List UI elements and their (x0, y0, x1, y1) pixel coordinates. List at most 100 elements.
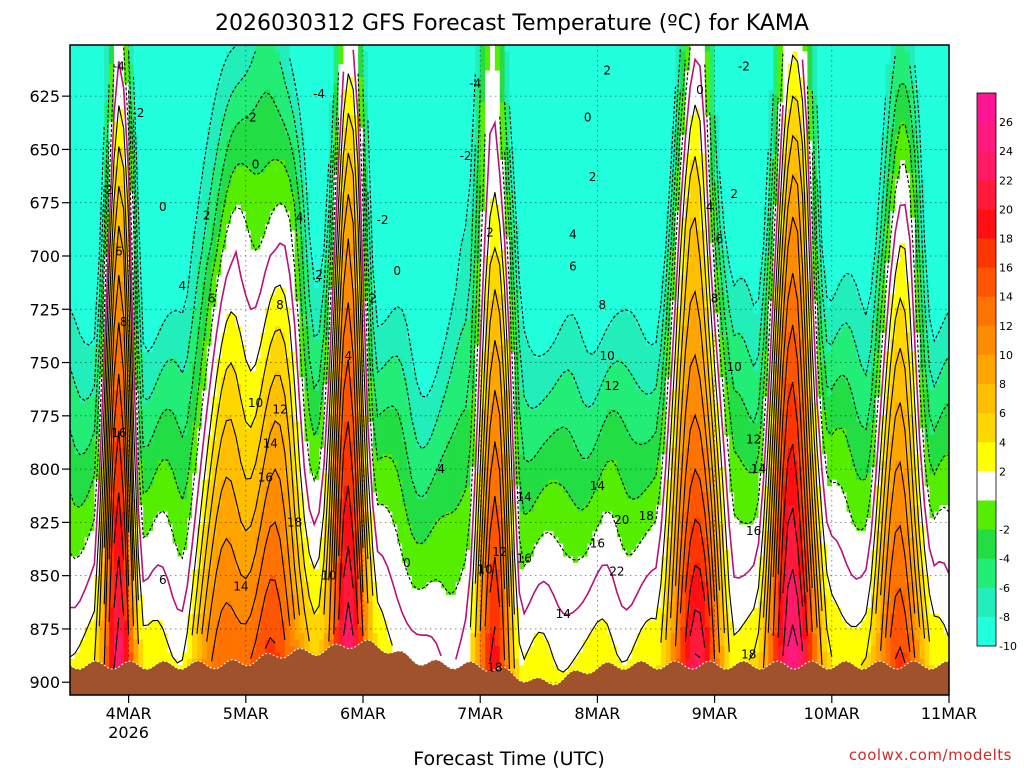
temperature-band-cell (826, 351, 833, 398)
temperature-band-cell (802, 550, 808, 596)
temperature-band-cell (714, 543, 721, 596)
temperature-band-cell (201, 569, 208, 615)
temperature-band-cell (343, 422, 349, 487)
temperature-band-cell (592, 45, 598, 353)
temperature-band-cell (787, 45, 794, 65)
temperature-band-cell (626, 498, 633, 558)
temperature-band-cell (348, 249, 354, 257)
temperature-band-cell (104, 377, 110, 423)
temperature-band-cell (699, 537, 706, 583)
temperature-band-cell (221, 479, 227, 545)
temperature-band-cell (660, 409, 667, 455)
temperature-band-cell (226, 479, 232, 538)
temperature-band-cell (680, 454, 686, 513)
temperature-band-cell (294, 134, 301, 180)
temperature-band-cell (538, 447, 545, 494)
contour-label: 10 (600, 349, 615, 363)
temperature-band-cell (524, 339, 530, 404)
temperature-band-cell (641, 537, 647, 628)
chart-title: 2026030312 GFS Forecast Temperature (ºC)… (215, 11, 809, 36)
temperature-band-cell (577, 396, 584, 455)
temperature-band-cell (509, 45, 515, 148)
temperature-band-cell (245, 364, 252, 430)
temperature-band-cell (660, 454, 667, 558)
temperature-band-cell (196, 383, 203, 430)
temperature-band-cell (494, 569, 501, 647)
temperature-band-cell (929, 435, 935, 474)
temperature-band-cell (113, 121, 120, 168)
temperature-band-cell (216, 403, 222, 455)
temperature-band-cell (656, 505, 662, 609)
temperature-band-cell (929, 390, 935, 436)
temperature-band-cell (367, 511, 374, 558)
temperature-band-cell (70, 498, 76, 558)
temperature-band-cell (704, 626, 711, 679)
isotherm-line (113, 444, 808, 661)
temperature-band-cell (934, 45, 940, 340)
temperature-band-cell (309, 326, 315, 379)
temperature-band-cell (221, 204, 227, 251)
temperature-band-cell (240, 473, 247, 532)
contour-label: 2 (589, 170, 597, 184)
temperature-band-cell (602, 45, 608, 334)
temperature-band-cell (890, 172, 896, 212)
temperature-band-cell (436, 415, 442, 468)
temperature-band-cell (402, 505, 408, 564)
temperature-band-cell (709, 466, 716, 513)
x-tick-label: 10MAR (804, 704, 860, 723)
temperature-band-cell (802, 326, 808, 391)
temperature-band-cell (455, 505, 462, 583)
temperature-band-cell (875, 351, 882, 398)
temperature-band-cell (577, 45, 584, 334)
temperature-band-cell (231, 45, 237, 91)
temperature-band-cell (563, 371, 569, 430)
temperature-band-cell (773, 575, 779, 634)
temperature-band-cell (709, 607, 716, 666)
temperature-band-cell (446, 45, 452, 327)
temperature-band-cell (221, 428, 227, 481)
temperature-band-cell (621, 45, 628, 308)
temperature-band-cell (699, 230, 706, 289)
temperature-band-cell (245, 115, 252, 168)
x-tick-label: 5MAR (223, 704, 269, 723)
temperature-band-cell (900, 121, 906, 161)
temperature-band-cell (529, 45, 535, 353)
temperature-band-cell (563, 319, 569, 372)
temperature-band-cell (695, 473, 701, 519)
temperature-band-cell (665, 249, 672, 295)
temperature-band-cell (636, 390, 642, 442)
temperature-band-cell (431, 383, 437, 430)
temperature-band-cell (680, 575, 686, 628)
y-tick-label: 725 (29, 300, 60, 319)
temperature-band-cell (358, 537, 364, 583)
temperature-band-cell (817, 255, 823, 295)
colorbar-label: -4 (999, 553, 1010, 566)
temperature-band-cell (489, 300, 496, 353)
colorbar-swatch (977, 325, 996, 356)
temperature-band-cell (450, 45, 457, 302)
temperature-band-cell (79, 339, 86, 404)
temperature-band-cell (704, 447, 711, 494)
temperature-band-cell (763, 204, 769, 257)
temperature-band-cell (768, 160, 774, 219)
temperature-band-cell (782, 153, 789, 200)
contour-label: 0 (403, 556, 411, 570)
temperature-band-cell (279, 556, 286, 622)
temperature-band-cell (817, 620, 823, 673)
temperature-band-cell (758, 377, 765, 430)
temperature-band-cell (690, 217, 696, 295)
y-tick-label: 875 (29, 620, 60, 639)
temperature-band-cell (651, 45, 657, 347)
temperature-band-cell (743, 345, 750, 411)
temperature-band-cell (861, 307, 867, 372)
temperature-band-cell (719, 45, 725, 206)
temperature-band-cell (475, 83, 481, 168)
temperature-band-cell (284, 172, 291, 212)
temperature-band-cell (704, 537, 711, 583)
temperature-band-cell (807, 454, 813, 500)
temperature-band-cell (187, 339, 193, 404)
temperature-band-cell (514, 287, 520, 353)
temperature-band-cell (724, 383, 730, 436)
y-tick-label: 825 (29, 513, 60, 532)
colorbar-label: 2 (999, 465, 1006, 478)
